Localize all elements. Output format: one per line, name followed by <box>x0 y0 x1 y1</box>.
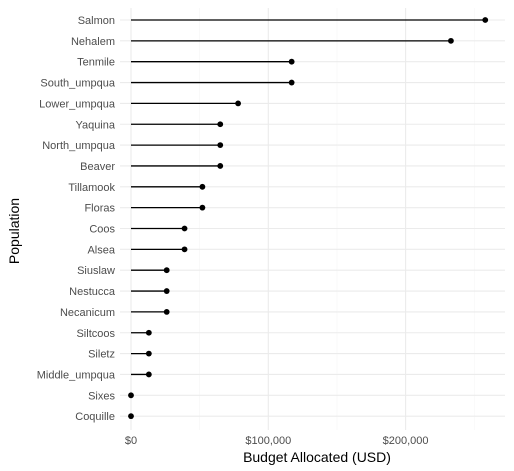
lollipop-point <box>163 267 170 274</box>
y-tick-label: Coquille <box>75 411 115 423</box>
y-tick-label: Salmon <box>78 15 115 27</box>
y-axis-title: Population <box>6 198 22 264</box>
x-tick-label: $100,000 <box>245 435 291 447</box>
lollipop-point <box>128 413 134 420</box>
y-tick-label: Lower_umpqua <box>39 98 116 110</box>
x-axis-title: Budget Allocated (USD) <box>243 449 391 465</box>
lollipop-point <box>288 58 295 65</box>
x-tick-label: $0 <box>125 435 137 447</box>
chart-marks <box>128 17 489 420</box>
lollipop-point <box>128 392 134 399</box>
y-tick-label: Siletz <box>88 349 115 361</box>
y-tick-label: Coos <box>89 224 115 236</box>
lollipop-point <box>288 79 295 86</box>
y-axis-tick-labels: Salmon Nehalem Tenmile South_umpqua Lower_um… <box>37 15 116 423</box>
lollipop-point <box>145 329 152 336</box>
y-tick-label: North_umpqua <box>42 140 116 152</box>
lollipop-point <box>199 183 206 190</box>
lollipop-point <box>181 246 188 253</box>
grid-lines <box>120 8 505 430</box>
y-tick-label: Nestucca <box>69 286 116 298</box>
y-tick-label: Beaver <box>80 161 115 173</box>
y-tick-label: Siltcoos <box>76 328 115 340</box>
lollipop-point <box>163 309 170 315</box>
x-tick-label: $200,000 <box>383 435 429 447</box>
lollipop-point <box>163 288 170 294</box>
lollipop-point <box>145 350 152 357</box>
lollipop-point <box>217 142 224 149</box>
y-tick-label: Necanicum <box>60 307 115 319</box>
y-tick-label: Alsea <box>87 244 115 256</box>
y-tick-label: Floras <box>84 203 115 215</box>
y-tick-label: South_umpqua <box>40 78 115 90</box>
lollipop-point <box>199 204 206 211</box>
lollipop-point <box>448 37 454 44</box>
y-tick-label: Middle_umpqua <box>37 369 116 381</box>
y-tick-label: Nehalem <box>71 36 115 48</box>
lollipop-point <box>145 371 152 378</box>
lollipop-point <box>235 100 242 107</box>
x-axis-tick-labels: $0 $100,000 $200,000 <box>125 435 429 447</box>
y-tick-label: Yaquina <box>75 119 115 131</box>
y-tick-label: Siuslaw <box>77 265 115 277</box>
lollipop-point <box>217 163 224 169</box>
y-tick-label: Tenmile <box>77 57 115 69</box>
lollipop-point <box>217 121 224 128</box>
lollipop-point <box>482 17 489 23</box>
y-tick-label: Tillamook <box>68 182 115 194</box>
y-tick-label: Sixes <box>88 390 115 402</box>
lollipop-point <box>181 225 188 232</box>
